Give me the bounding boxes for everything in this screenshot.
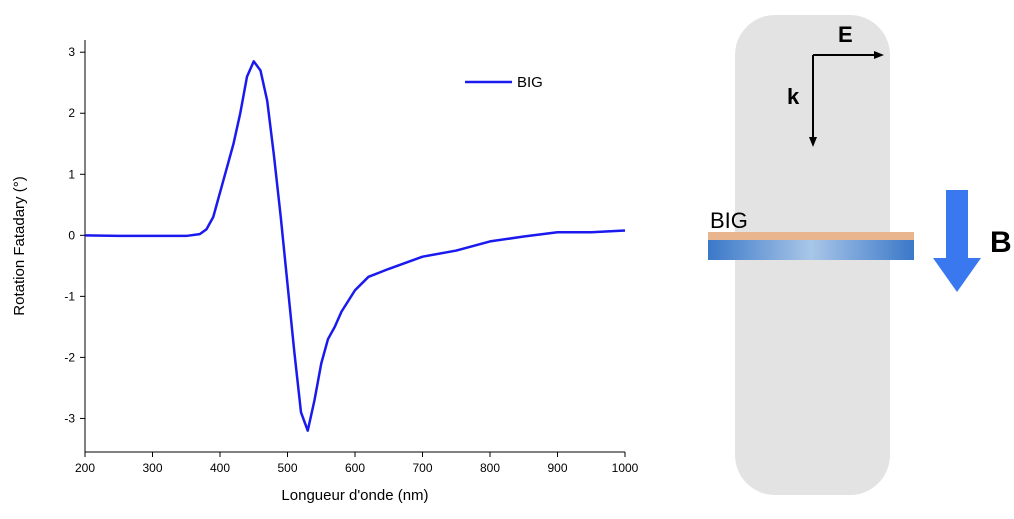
x-tick-label: 800 <box>480 461 500 475</box>
y-tick-label: 2 <box>68 106 75 120</box>
x-tick-label: 200 <box>75 461 95 475</box>
x-tick-label: 600 <box>345 461 365 475</box>
k-arrowhead <box>809 137 817 147</box>
layer-top <box>708 232 914 240</box>
y-tick-label: 3 <box>68 45 75 59</box>
x-tick-label: 1000 <box>612 461 639 475</box>
legend-label: BIG <box>517 74 543 91</box>
x-tick-label: 500 <box>277 461 297 475</box>
substrate <box>708 240 914 260</box>
k-label: k <box>787 84 800 109</box>
x-tick-label: 700 <box>412 461 432 475</box>
y-tick-label: -2 <box>64 350 75 364</box>
layer-label: BIG <box>710 208 748 233</box>
x-tick-label: 400 <box>210 461 230 475</box>
b-arrowhead <box>933 258 981 292</box>
y-tick-label: -1 <box>64 289 75 303</box>
series-line <box>84 60 626 432</box>
y-tick-label: 1 <box>68 167 75 181</box>
b-arrow <box>946 190 968 260</box>
x-tick-label: 300 <box>142 461 162 475</box>
y-tick-label: -3 <box>64 411 75 425</box>
x-tick-label: 900 <box>547 461 567 475</box>
b-label: B <box>990 226 1012 259</box>
y-tick-label: 0 <box>68 228 75 242</box>
x-axis-label: Longueur d'onde (nm) <box>281 487 428 504</box>
diagram: E k BIG B <box>708 15 1012 495</box>
e-label: E <box>838 22 853 47</box>
y-axis-label: Rotation Fatadary (°) <box>11 176 28 315</box>
plot: 200 300 400 500 600 700 800 900 1000 -3 -2 -1 0 1 2 3 Lo… <box>11 40 639 504</box>
e-arrowhead <box>874 51 884 59</box>
